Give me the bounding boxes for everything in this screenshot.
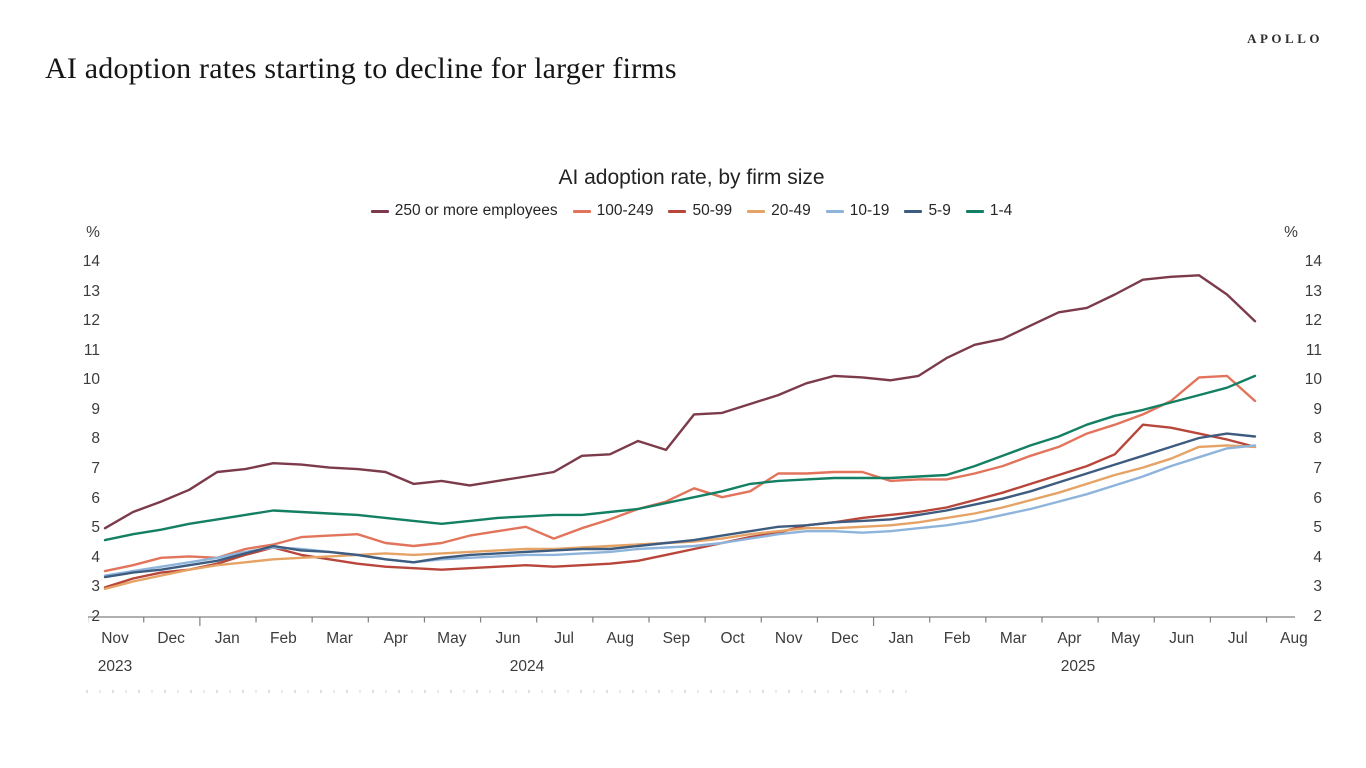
x-axis-month-label: Jan — [214, 630, 240, 647]
x-axis-month-label: Jun — [1169, 630, 1195, 647]
legend-item-250-or-more-employees: 250 or more employees — [370, 202, 558, 220]
series-line-250-or-more-employees — [103, 274, 1257, 530]
y-axis-label-left-10: 10 — [82, 371, 100, 389]
x-axis-month-label: Nov — [774, 630, 803, 647]
y-axis-label-right-9: 9 — [1313, 400, 1322, 418]
legend-label: 1-4 — [989, 202, 1013, 219]
legend-swatch-icon — [747, 209, 766, 213]
x-axis-month-label: Apr — [383, 630, 408, 647]
y-axis-label-left-4: 4 — [91, 548, 100, 566]
x-axis-month-label: Dec — [157, 630, 185, 647]
y-axis-label-right-6: 6 — [1313, 489, 1322, 507]
y-axis-label-left-14: 14 — [82, 253, 100, 270]
legend-item-5-9: 5-9 — [904, 202, 951, 220]
x-axis-year-label-2024: 2024 — [509, 658, 545, 675]
legend-label: 10-19 — [849, 202, 890, 219]
x-axis-month-label: Aug — [606, 630, 635, 647]
y-axis-label-right-14: 14 — [1304, 253, 1322, 270]
plot-area — [88, 274, 1295, 626]
legend-label: 20-49 — [771, 202, 811, 219]
x-axis-month-label: Nov — [101, 630, 129, 647]
legend-item-10-19: 10-19 — [825, 202, 890, 220]
legend-label: 5-9 — [928, 202, 951, 219]
x-axis-month-label: Jun — [495, 630, 521, 647]
page-title: AI adoption rates starting to decline fo… — [45, 52, 677, 85]
y-axis-label-right-3: 3 — [1313, 578, 1322, 596]
y-axis-label-right-11: 11 — [1305, 341, 1322, 359]
series-line-1-4 — [103, 374, 1257, 542]
legend-item-1-4: 1-4 — [965, 202, 1013, 220]
chart-legend: 250 or more employees 100-249 50-99 20-49 10… — [88, 202, 1295, 220]
legend-item-20-49: 20-49 — [747, 202, 811, 220]
y-axis-label-left-12: 12 — [82, 312, 100, 330]
legend-label: 100-249 — [596, 202, 654, 219]
x-axis-month-label: Dec — [831, 630, 859, 647]
y-axis-label-left-9: 9 — [91, 400, 100, 418]
series-line-50-99 — [103, 423, 1257, 589]
legend-swatch-icon — [965, 209, 984, 213]
y-axis-label-right-4: 4 — [1313, 548, 1322, 566]
legend-swatch-icon — [572, 209, 591, 213]
x-axis-month-label: Jan — [888, 630, 914, 647]
chart-title: AI adoption rate, by firm size — [558, 166, 825, 189]
y-axis-label-right-10: 10 — [1304, 371, 1322, 389]
x-axis-month-label: Feb — [270, 630, 297, 647]
legend-item-50-99: 50-99 — [668, 202, 732, 220]
y-axis-label-left-7: 7 — [91, 460, 100, 478]
y-axis-label-right-7: 7 — [1313, 460, 1322, 478]
x-axis-year-label-2023: 2023 — [97, 658, 133, 675]
x-axis-month-label: Apr — [1057, 630, 1082, 647]
x-axis-month-label: Oct — [720, 630, 745, 647]
legend-swatch-icon — [668, 209, 687, 213]
series-line-5-9 — [103, 432, 1257, 579]
y-axis-label-left-13: 13 — [82, 282, 100, 300]
legend-swatch-icon — [825, 209, 844, 213]
x-axis-month-label: Feb — [943, 630, 971, 647]
legend-label: 250 or more employees — [394, 202, 558, 219]
x-axis-month-label: May — [1110, 630, 1141, 647]
x-axis-month-label: Jul — [1227, 630, 1248, 647]
x-axis-year-label-2025: 2025 — [1060, 658, 1096, 675]
series-line-100-249 — [103, 374, 1257, 573]
y-axis-unit-left: % — [86, 224, 100, 241]
y-axis-label-left-6: 6 — [91, 489, 100, 507]
y-axis-label-left-11: 11 — [83, 341, 100, 359]
x-axis-month-label: Mar — [326, 630, 353, 647]
y-axis-label-left-8: 8 — [91, 430, 100, 448]
legend-swatch-icon — [904, 209, 923, 213]
y-axis-label-left-5: 5 — [91, 519, 100, 537]
apollo-logo: APOLLO — [1247, 31, 1323, 46]
y-axis-unit-right: % — [1284, 224, 1298, 241]
legend-label: 50-99 — [692, 202, 733, 219]
y-axis-label-right-13: 13 — [1304, 282, 1322, 300]
y-axis-label-right-5: 5 — [1313, 519, 1322, 537]
x-axis-month-label: Jul — [554, 630, 575, 647]
y-axis-label-left-2: 2 — [91, 607, 100, 625]
x-axis-month-label: Sep — [662, 630, 691, 647]
y-axis-label-right-8: 8 — [1313, 430, 1322, 448]
y-axis-label-right-2: 2 — [1313, 607, 1322, 625]
y-axis-label-left-3: 3 — [91, 578, 100, 596]
legend-swatch-icon — [370, 209, 389, 213]
x-axis-month-label: Mar — [999, 630, 1027, 647]
x-axis-month-label: May — [437, 630, 467, 647]
x-axis-month-label: Aug — [1280, 630, 1308, 647]
faint-source-text-remnant — [86, 690, 914, 693]
legend-item-100-249: 100-249 — [572, 202, 654, 220]
y-axis-label-right-12: 12 — [1304, 312, 1322, 330]
